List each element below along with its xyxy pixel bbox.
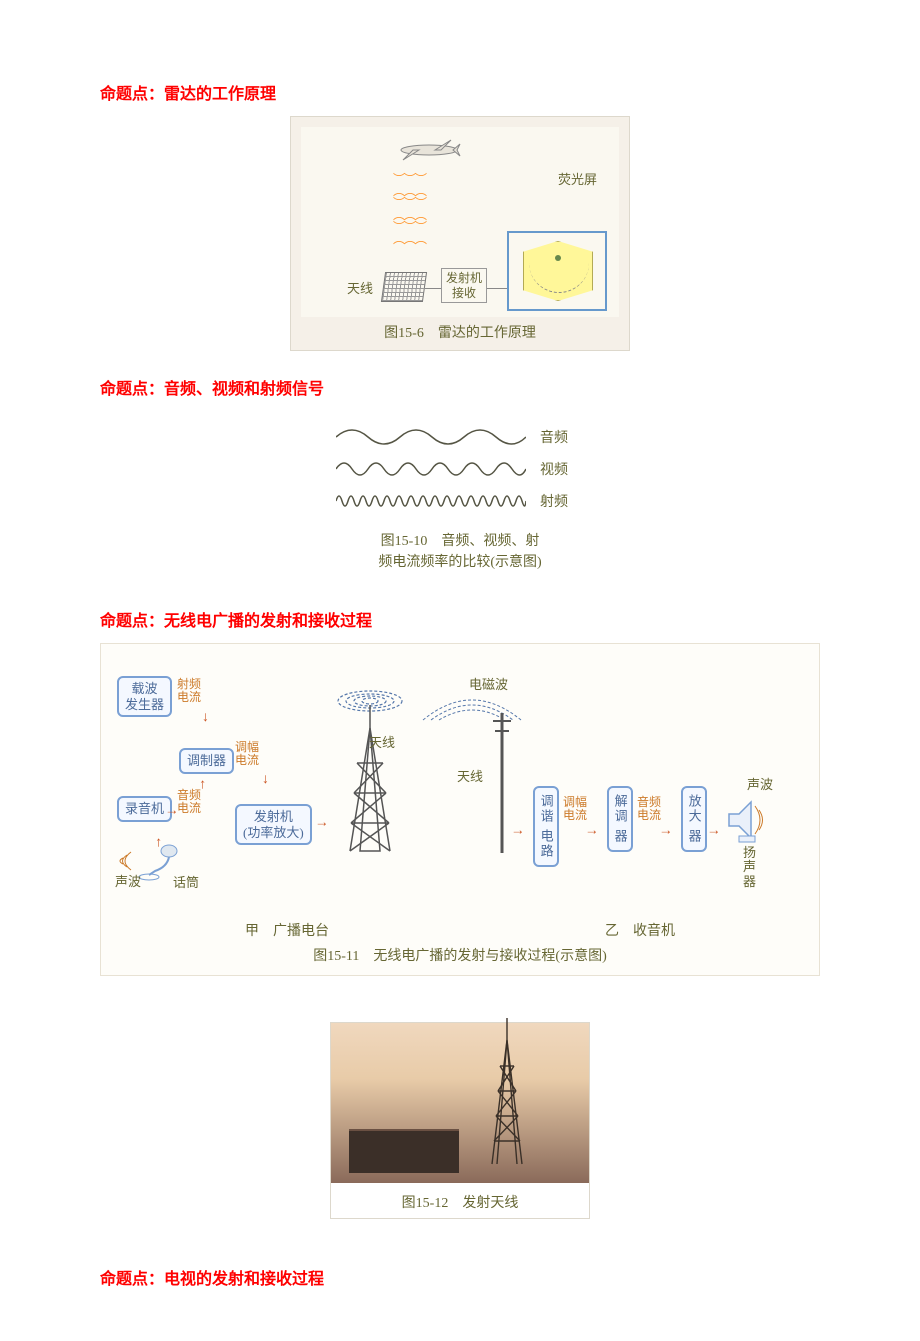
sub-left: 甲 广播电台 bbox=[245, 920, 329, 940]
figure-broadcast: 载波 发生器 射频 电流 ↓ 调制器 调幅 电流 ↓ 录音机 音频 电流 ↓ ↓… bbox=[100, 643, 820, 976]
rf-current-label: 射频 电流 bbox=[177, 678, 201, 704]
modulator-node: 调制器 bbox=[179, 748, 234, 774]
airplane-icon bbox=[391, 135, 461, 172]
mic-label: 话筒 bbox=[173, 872, 199, 891]
carrier-node: 载波 发生器 bbox=[117, 676, 172, 717]
figure-photo: 图15-12 发射天线 bbox=[100, 1022, 820, 1219]
topic-heading-tv: 命题点：电视的发射和接收过程 bbox=[100, 1265, 820, 1289]
sub-right: 乙 收音机 bbox=[605, 920, 675, 940]
tuner-node: 调谐 电路 bbox=[533, 786, 559, 867]
sound-wave-label-rx: 声波 bbox=[747, 774, 773, 793]
demod-node: 解调 器 bbox=[607, 786, 633, 852]
radar-screen bbox=[507, 231, 607, 311]
figure-caption: 图15-11 无线电广播的发射与接收过程(示意图) bbox=[107, 946, 813, 967]
audio-current-label-tx: 音频 电流 bbox=[177, 789, 201, 815]
photo-tower-icon bbox=[487, 1016, 527, 1171]
tx-tower-icon bbox=[335, 683, 395, 858]
topic-heading-signals: 命题点：音频、视频和射频信号 bbox=[100, 375, 820, 399]
amp-node: 放大 器 bbox=[681, 786, 707, 852]
topic-heading-broadcast: 命题点：无线电广播的发射和接收过程 bbox=[100, 607, 820, 631]
topic-heading-radar: 命题点：雷达的工作原理 bbox=[100, 80, 820, 104]
rf-wave-icon bbox=[336, 489, 526, 513]
audio-label: 音频 bbox=[540, 427, 584, 447]
figure-caption: 图15-12 发射天线 bbox=[331, 1189, 589, 1218]
figure-signals: 音频 视频 射频 图15-10 音频、视频、射 频电流频率的比较(示意图) bbox=[100, 411, 820, 583]
figure-caption: 图15-6 雷达的工作原理 bbox=[301, 323, 619, 344]
radar-waves-icon: ︶︶︶ ︵︵︵ ︶︶︶ ︵︵︵ ︶︶︶ ︵︵︵ bbox=[393, 173, 426, 245]
antenna-icon bbox=[381, 272, 427, 302]
audio-wave-icon bbox=[336, 425, 526, 449]
video-label: 视频 bbox=[540, 459, 584, 479]
speaker-label: 扬 声 器 bbox=[743, 846, 756, 889]
transmitter-box: 发射机 接收 bbox=[441, 268, 487, 303]
figure-caption: 图15-10 音频、视频、射 频电流频率的比较(示意图) bbox=[300, 531, 620, 573]
building-icon bbox=[349, 1129, 459, 1173]
antenna-label: 天线 bbox=[347, 278, 373, 297]
rx-antenna-label: 天线 bbox=[457, 766, 483, 785]
audio-current-label-rx: 音频 电流 bbox=[637, 796, 661, 822]
tx-antenna-label: 天线 bbox=[369, 732, 395, 751]
figure-radar: ︶︶︶ ︵︵︵ ︶︶︶ ︵︵︵ ︶︶︶ ︵︵︵ 荧光屏 天线 发射机 接收 图1… bbox=[100, 116, 820, 351]
rf-label: 射频 bbox=[540, 491, 584, 511]
speaker-icon bbox=[725, 796, 771, 846]
transmitter-node: 发射机 (功率放大) bbox=[235, 804, 312, 845]
screen-label: 荧光屏 bbox=[558, 169, 597, 188]
am-current-label-rx: 调幅 电流 bbox=[563, 796, 587, 822]
video-wave-icon bbox=[336, 457, 526, 481]
am-current-label: 调幅 电流 bbox=[235, 741, 259, 767]
soundwave-icon bbox=[109, 848, 135, 874]
